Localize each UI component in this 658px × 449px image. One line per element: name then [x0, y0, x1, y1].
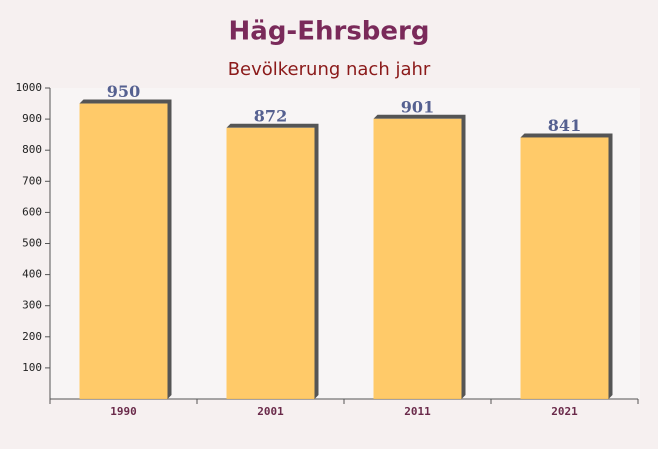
y-tick-label: 700	[22, 174, 42, 187]
value-label: 872	[254, 106, 287, 125]
chart-title: Häg-Ehrsberg	[229, 17, 430, 47]
y-tick-label: 900	[22, 112, 42, 125]
y-tick-label: 600	[22, 205, 42, 218]
y-tick-label: 400	[22, 268, 42, 281]
chart-subtitle: Bevölkerung nach jahr	[228, 59, 431, 80]
bar	[520, 137, 609, 399]
y-tick-label: 100	[22, 361, 42, 374]
y-tick-label: 800	[22, 143, 42, 156]
y-tick-label: 500	[22, 237, 42, 250]
bar	[373, 118, 462, 399]
x-tick-label: 2021	[551, 405, 578, 418]
y-tick-label: 300	[22, 299, 42, 312]
x-tick-label: 1990	[110, 405, 137, 418]
y-tick-label: 200	[22, 330, 42, 343]
x-tick-label: 2011	[404, 405, 431, 418]
bar	[226, 127, 315, 400]
x-tick-label: 2001	[257, 405, 284, 418]
y-tick-label: 1000	[16, 81, 43, 94]
bar	[79, 103, 168, 400]
value-label: 950	[107, 82, 140, 101]
value-label: 841	[548, 116, 581, 135]
value-label: 901	[401, 97, 434, 116]
